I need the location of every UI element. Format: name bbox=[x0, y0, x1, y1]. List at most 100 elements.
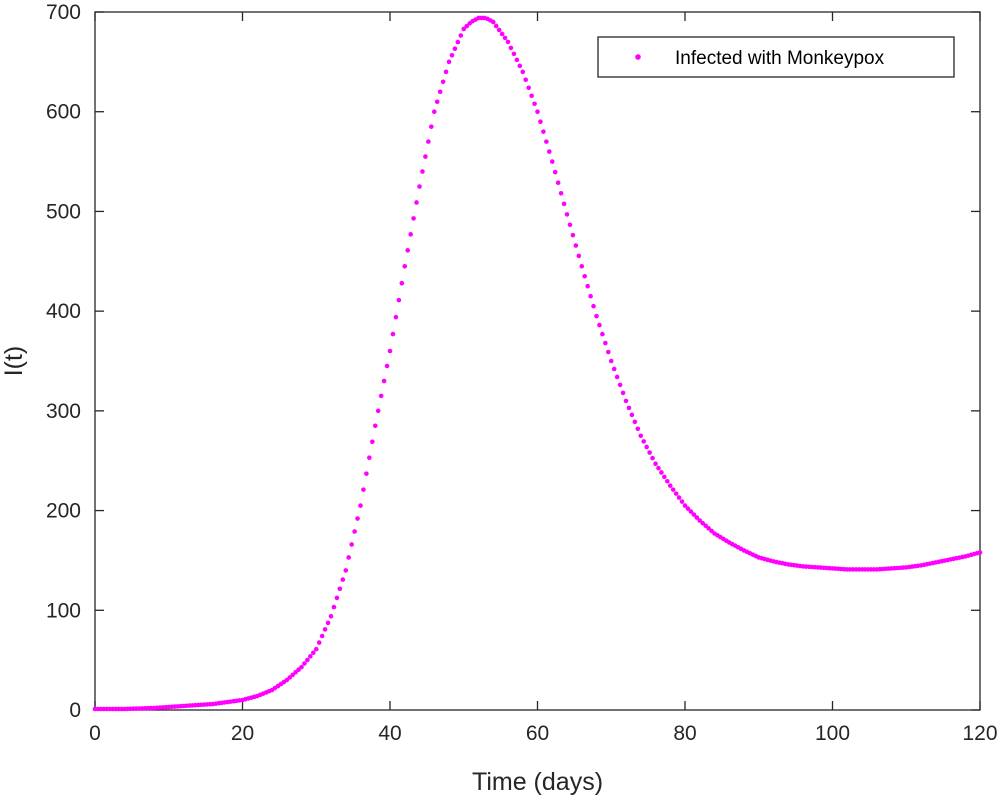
data-point bbox=[529, 93, 534, 99]
data-point bbox=[431, 109, 437, 115]
data-point bbox=[311, 650, 316, 656]
data-point bbox=[378, 393, 384, 399]
data-point bbox=[461, 26, 467, 32]
data-point bbox=[665, 478, 670, 484]
y-tick-label: 200 bbox=[46, 500, 81, 523]
data-point bbox=[694, 515, 700, 520]
data-point bbox=[417, 184, 422, 189]
data-point bbox=[343, 568, 349, 573]
data-point bbox=[573, 243, 579, 248]
data-point bbox=[620, 390, 626, 396]
data-point bbox=[700, 520, 705, 526]
y-tick-label: 0 bbox=[69, 699, 81, 722]
data-point bbox=[390, 331, 396, 337]
data-point bbox=[319, 633, 325, 639]
data-point bbox=[337, 586, 343, 592]
data-point bbox=[570, 232, 576, 238]
data-point bbox=[361, 487, 366, 492]
data-point bbox=[434, 99, 440, 105]
data-point bbox=[617, 382, 623, 388]
data-point bbox=[552, 169, 558, 175]
data-point bbox=[496, 27, 502, 33]
data-point bbox=[623, 398, 629, 404]
data-point bbox=[502, 35, 508, 41]
data-point bbox=[393, 314, 399, 320]
data-point bbox=[349, 542, 354, 547]
x-tick-label: 60 bbox=[526, 722, 549, 745]
data-point bbox=[372, 423, 378, 429]
data-point bbox=[544, 139, 549, 144]
data-point bbox=[414, 200, 419, 205]
data-point bbox=[505, 39, 511, 45]
data-point bbox=[538, 119, 543, 124]
data-point bbox=[635, 426, 641, 432]
data-point bbox=[313, 646, 319, 652]
legend-label: Infected with Monkeypox bbox=[675, 48, 885, 69]
data-point bbox=[588, 293, 593, 299]
data-point bbox=[614, 374, 620, 380]
data-point bbox=[423, 154, 428, 159]
data-point bbox=[405, 248, 411, 253]
data-point bbox=[691, 512, 697, 517]
data-point bbox=[514, 57, 520, 63]
data-point bbox=[608, 358, 614, 364]
data-point bbox=[682, 503, 688, 508]
data-point bbox=[355, 516, 360, 521]
data-point bbox=[364, 471, 369, 476]
data-point bbox=[490, 19, 496, 25]
data-point bbox=[632, 419, 638, 425]
data-point bbox=[305, 657, 310, 663]
data-point bbox=[284, 677, 290, 683]
data-point bbox=[370, 439, 375, 445]
data-point bbox=[535, 109, 540, 115]
data-point bbox=[511, 51, 517, 57]
data-point bbox=[287, 675, 293, 680]
data-point bbox=[508, 45, 514, 51]
data-point bbox=[567, 222, 573, 228]
data-point bbox=[493, 23, 499, 29]
data-point bbox=[644, 444, 649, 450]
data-point bbox=[662, 474, 667, 480]
data-point bbox=[697, 518, 703, 523]
plot-area bbox=[94, 11, 981, 711]
data-point bbox=[650, 455, 655, 461]
data-point bbox=[375, 408, 381, 414]
data-point bbox=[437, 89, 443, 95]
data-point bbox=[600, 331, 605, 337]
data-point bbox=[340, 577, 346, 582]
data-point bbox=[302, 661, 307, 666]
data-point bbox=[446, 59, 452, 65]
data-series bbox=[92, 15, 983, 712]
data-point bbox=[638, 433, 644, 439]
y-tick-label: 600 bbox=[46, 101, 81, 124]
x-tick-label: 0 bbox=[89, 722, 101, 745]
x-axis-title: Time (days) bbox=[472, 768, 603, 796]
data-point bbox=[396, 297, 402, 303]
data-point bbox=[659, 470, 664, 475]
data-point bbox=[358, 503, 363, 508]
x-tick-label: 80 bbox=[673, 722, 696, 745]
data-point bbox=[706, 526, 711, 531]
data-point bbox=[458, 33, 464, 38]
data-point bbox=[555, 180, 561, 186]
data-point bbox=[328, 613, 334, 619]
legend: Infected with Monkeypox bbox=[597, 36, 955, 78]
data-point bbox=[440, 79, 446, 85]
data-point bbox=[455, 39, 461, 45]
y-tick-label: 100 bbox=[46, 599, 81, 622]
data-point bbox=[296, 667, 301, 673]
data-point bbox=[316, 640, 322, 645]
data-point bbox=[561, 201, 567, 207]
data-point bbox=[526, 85, 531, 91]
data-point bbox=[673, 491, 679, 496]
data-point bbox=[443, 69, 449, 75]
data-point bbox=[325, 620, 331, 626]
data-point bbox=[420, 169, 425, 174]
x-tick-label: 40 bbox=[378, 722, 401, 745]
data-point bbox=[387, 348, 393, 354]
data-point bbox=[688, 509, 694, 514]
data-point bbox=[597, 322, 602, 328]
y-axis: 0 100 200 300 400 500 600 700 bbox=[46, 1, 980, 722]
data-point bbox=[579, 263, 585, 269]
